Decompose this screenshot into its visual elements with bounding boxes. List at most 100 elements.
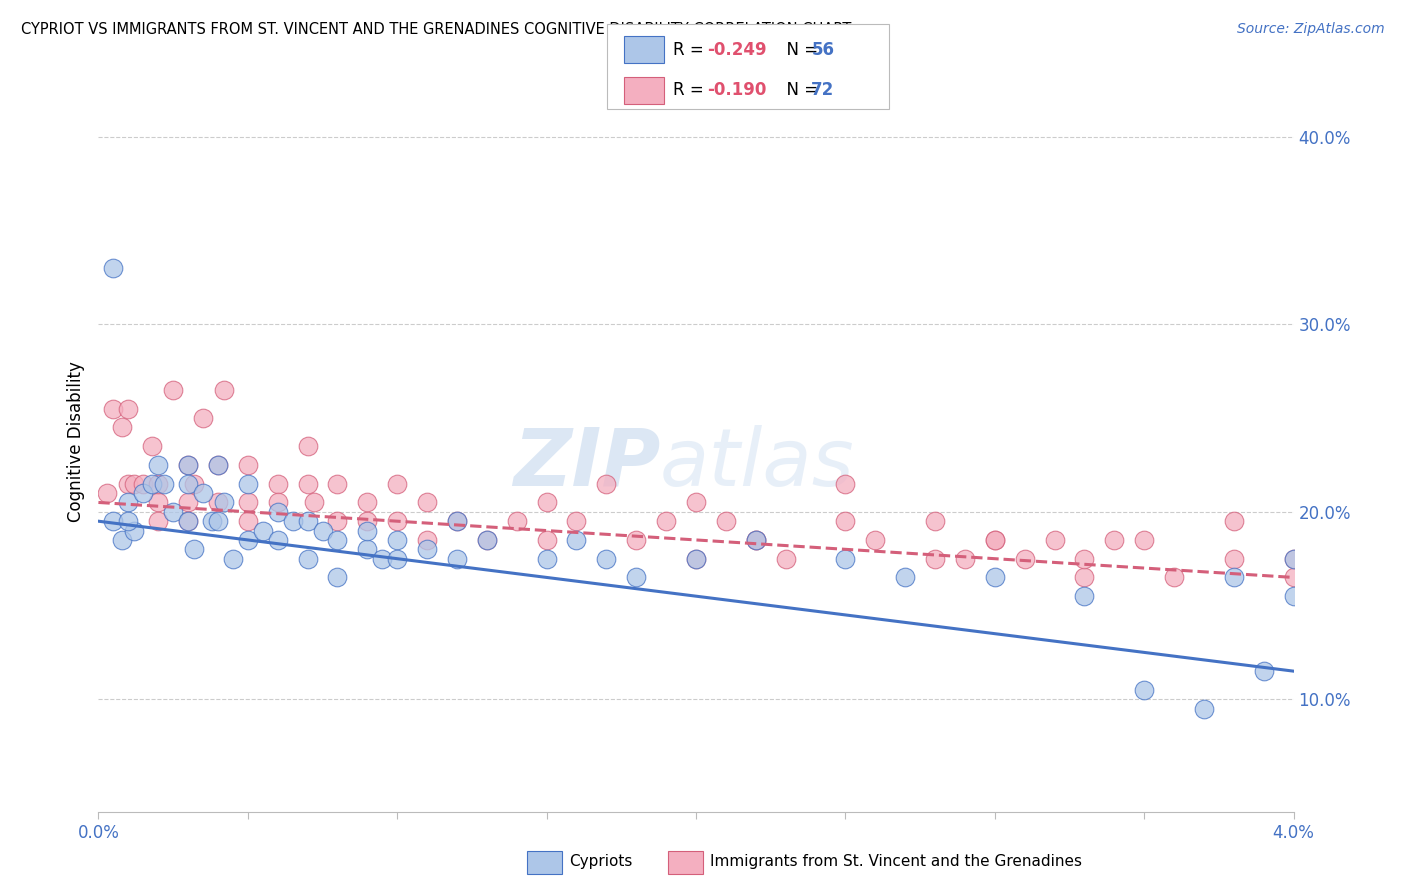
- Text: R =: R =: [673, 81, 710, 99]
- Point: [984, 533, 1007, 547]
- Point: [536, 495, 558, 509]
- Point: [655, 514, 678, 528]
- Point: [626, 533, 648, 547]
- Point: [356, 495, 378, 509]
- Text: N =: N =: [776, 81, 824, 99]
- Point: [124, 476, 146, 491]
- Point: [111, 533, 134, 547]
- Point: [177, 495, 200, 509]
- Point: [1104, 533, 1126, 547]
- Point: [984, 570, 1007, 584]
- Point: [565, 514, 588, 528]
- Point: [117, 495, 139, 509]
- Point: [177, 514, 200, 528]
- Point: [183, 476, 205, 491]
- Point: [356, 524, 378, 538]
- Point: [1073, 589, 1095, 603]
- Point: [191, 486, 214, 500]
- Point: [252, 524, 274, 538]
- Point: [1223, 570, 1246, 584]
- Point: [714, 514, 737, 528]
- Point: [148, 458, 170, 472]
- Point: [416, 542, 439, 557]
- Point: [1253, 664, 1275, 678]
- Point: [924, 551, 946, 566]
- Point: [141, 476, 163, 491]
- Point: [141, 439, 163, 453]
- Point: [201, 514, 224, 528]
- Point: [745, 533, 768, 547]
- Point: [1282, 570, 1305, 584]
- Point: [1133, 682, 1156, 697]
- Point: [1014, 551, 1036, 566]
- Point: [117, 476, 139, 491]
- Point: [111, 420, 134, 434]
- Y-axis label: Cognitive Disability: Cognitive Disability: [66, 361, 84, 522]
- Point: [506, 514, 529, 528]
- Point: [177, 514, 200, 528]
- Point: [416, 533, 439, 547]
- Point: [326, 514, 349, 528]
- Point: [924, 514, 946, 528]
- Point: [446, 551, 468, 566]
- Point: [96, 486, 118, 500]
- Point: [148, 514, 170, 528]
- Text: 72: 72: [811, 81, 835, 99]
- Point: [745, 533, 768, 547]
- Point: [267, 476, 290, 491]
- Point: [356, 542, 378, 557]
- Point: [297, 551, 319, 566]
- Point: [267, 495, 290, 509]
- Point: [222, 551, 245, 566]
- Point: [536, 551, 558, 566]
- Point: [124, 524, 146, 538]
- Point: [162, 505, 184, 519]
- Text: CYPRIOT VS IMMIGRANTS FROM ST. VINCENT AND THE GRENADINES COGNITIVE DISABILITY C: CYPRIOT VS IMMIGRANTS FROM ST. VINCENT A…: [21, 22, 852, 37]
- Text: R =: R =: [673, 40, 710, 59]
- Point: [834, 551, 856, 566]
- Text: atlas: atlas: [661, 425, 855, 503]
- Point: [302, 495, 325, 509]
- Point: [1282, 551, 1305, 566]
- Point: [103, 514, 125, 528]
- Point: [1282, 589, 1305, 603]
- Text: -0.249: -0.249: [707, 40, 766, 59]
- Point: [191, 411, 214, 425]
- Point: [297, 439, 319, 453]
- Point: [212, 495, 235, 509]
- Point: [236, 495, 259, 509]
- Text: 56: 56: [811, 40, 834, 59]
- Point: [834, 514, 856, 528]
- Text: Immigrants from St. Vincent and the Grenadines: Immigrants from St. Vincent and the Gren…: [710, 855, 1083, 869]
- Point: [1223, 551, 1246, 566]
- Point: [356, 514, 378, 528]
- Point: [1343, 626, 1365, 640]
- Point: [475, 533, 498, 547]
- Point: [536, 533, 558, 547]
- Point: [148, 476, 170, 491]
- Point: [177, 458, 200, 472]
- Point: [117, 514, 139, 528]
- Point: [385, 476, 409, 491]
- Point: [371, 551, 394, 566]
- Text: ZIP: ZIP: [513, 425, 661, 503]
- Point: [326, 476, 349, 491]
- Point: [1133, 533, 1156, 547]
- Point: [207, 458, 229, 472]
- Point: [595, 476, 617, 491]
- Point: [177, 458, 200, 472]
- Point: [236, 533, 259, 547]
- Point: [132, 476, 155, 491]
- Point: [953, 551, 976, 566]
- Point: [148, 495, 170, 509]
- Point: [326, 533, 349, 547]
- Point: [595, 551, 617, 566]
- Point: [162, 383, 184, 397]
- Text: N =: N =: [776, 40, 824, 59]
- Point: [1223, 514, 1246, 528]
- Point: [183, 542, 205, 557]
- Point: [416, 495, 439, 509]
- Point: [685, 551, 707, 566]
- Point: [385, 533, 409, 547]
- Point: [177, 476, 200, 491]
